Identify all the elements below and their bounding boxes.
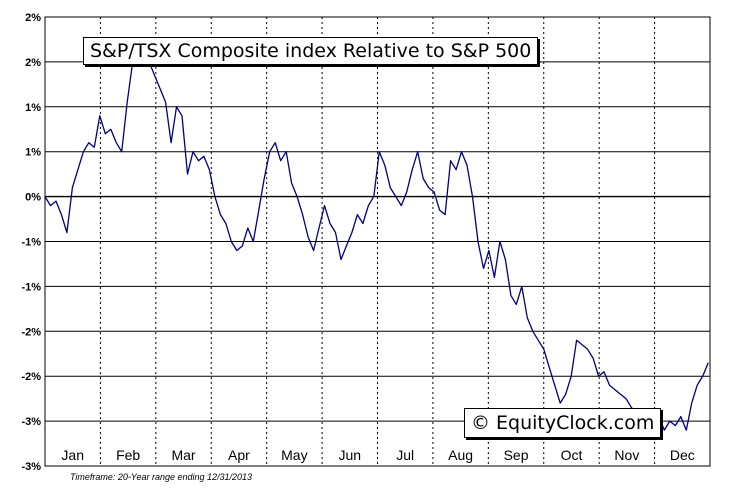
y-tick-label: 1% bbox=[25, 147, 41, 159]
series-line bbox=[44, 47, 709, 431]
x-tick-label: Aug bbox=[448, 447, 473, 463]
x-tick-label: May bbox=[281, 447, 307, 463]
y-tick-label: -3% bbox=[21, 416, 41, 428]
y-tick-label: -3% bbox=[21, 461, 41, 473]
series-layer bbox=[44, 47, 709, 431]
x-tick-label: Nov bbox=[614, 447, 639, 463]
y-tick-label: -1% bbox=[21, 281, 41, 293]
x-tick-label: Feb bbox=[116, 447, 140, 463]
y-tick-labels: 2% 2% 1% 1% 0% -1% -1% -2% -2% -3% -3% bbox=[21, 12, 41, 473]
brand-watermark: © EquityClock.com bbox=[464, 408, 662, 438]
y-tick-label: 2% bbox=[25, 57, 41, 69]
y-tick-label: 2% bbox=[25, 12, 41, 24]
y-tick-label: -1% bbox=[21, 237, 41, 249]
x-tick-label: Oct bbox=[561, 447, 583, 463]
x-tick-label: Jan bbox=[61, 447, 84, 463]
x-tick-labels: Jan Feb Mar Apr May Jun Jul Aug Sep Oct Nov Dec bbox=[61, 447, 694, 463]
y-tick-label: -2% bbox=[21, 326, 41, 338]
y-tick-label: 1% bbox=[25, 102, 41, 114]
x-tick-label: Apr bbox=[228, 447, 250, 463]
x-tick-label: Mar bbox=[171, 447, 195, 463]
timeframe-note: Timeframe: 20-Year range ending 12/31/20… bbox=[70, 472, 253, 482]
y-tick-label: -2% bbox=[21, 371, 41, 383]
x-tick-label: Dec bbox=[670, 447, 695, 463]
x-tick-label: Jul bbox=[396, 447, 414, 463]
x-tick-label: Jun bbox=[339, 447, 362, 463]
chart-title: S&P/TSX Composite index Relative to S&P … bbox=[83, 37, 539, 65]
x-tick-label: Sep bbox=[504, 447, 529, 463]
y-tick-label: 0% bbox=[25, 192, 41, 204]
